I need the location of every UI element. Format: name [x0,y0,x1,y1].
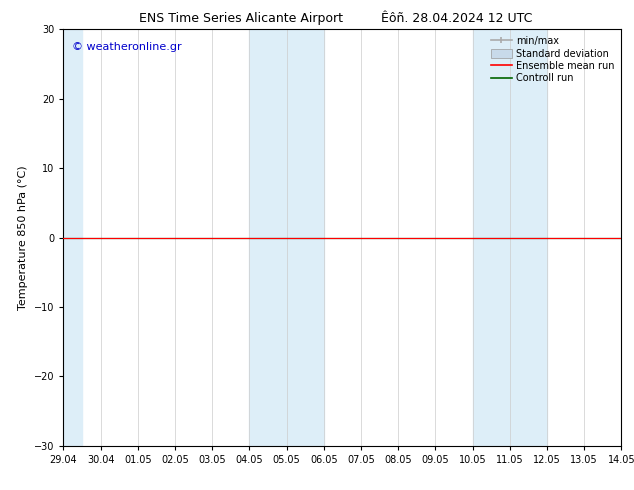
Bar [63,29,82,446]
Text: ENS Time Series Alicante Airport: ENS Time Series Alicante Airport [139,12,343,25]
Y-axis label: Temperature 850 hPa (°C): Temperature 850 hPa (°C) [18,165,29,310]
Text: Êôñ. 28.04.2024 12 UTC: Êôñ. 28.04.2024 12 UTC [381,12,532,25]
Legend: min/max, Standard deviation, Ensemble mean run, Controll run: min/max, Standard deviation, Ensemble me… [489,34,616,85]
Text: © weatheronline.gr: © weatheronline.gr [72,42,181,52]
Bar [249,29,324,446]
Bar [472,29,547,446]
